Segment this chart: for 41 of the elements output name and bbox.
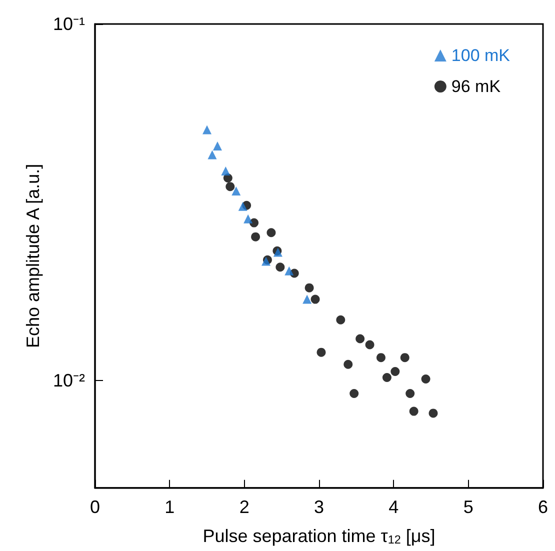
y-tick-label: 10⁻² (52, 370, 86, 391)
point (276, 262, 285, 272)
point (221, 166, 230, 176)
x-tick-label: 5 (463, 496, 474, 517)
point (302, 294, 312, 304)
point (356, 334, 365, 344)
point (232, 186, 241, 196)
x-tick-label: 1 (164, 496, 175, 517)
point (421, 374, 430, 384)
point (304, 283, 314, 292)
point (365, 340, 374, 350)
point (350, 388, 359, 398)
point (344, 360, 353, 369)
point (212, 141, 222, 150)
y-axis-title: Echo amplitude A [a.u.] (23, 164, 44, 348)
point (244, 214, 253, 224)
point (208, 150, 217, 160)
point (284, 266, 294, 276)
x-tick-label: 2 (239, 496, 250, 517)
point (390, 367, 400, 376)
point (400, 353, 410, 362)
point (336, 315, 346, 324)
legend-label: 100 mK (451, 46, 511, 65)
point (238, 202, 248, 211)
x-tick-label: 4 (388, 496, 399, 517)
point (316, 348, 326, 357)
point (428, 408, 438, 418)
point (226, 182, 235, 192)
legend-label: 96 mK (451, 77, 502, 96)
x-tick-label: 0 (90, 496, 100, 517)
point (266, 228, 276, 238)
y-tick-label: 10⁻¹ (52, 14, 86, 34)
point (310, 294, 320, 304)
point (202, 125, 212, 134)
x-tick-label: 6 (538, 496, 548, 517)
point (382, 373, 392, 382)
point (406, 388, 415, 398)
point (376, 353, 386, 362)
point (251, 232, 260, 242)
point (409, 406, 418, 416)
x-tick-label: 3 (314, 496, 324, 517)
